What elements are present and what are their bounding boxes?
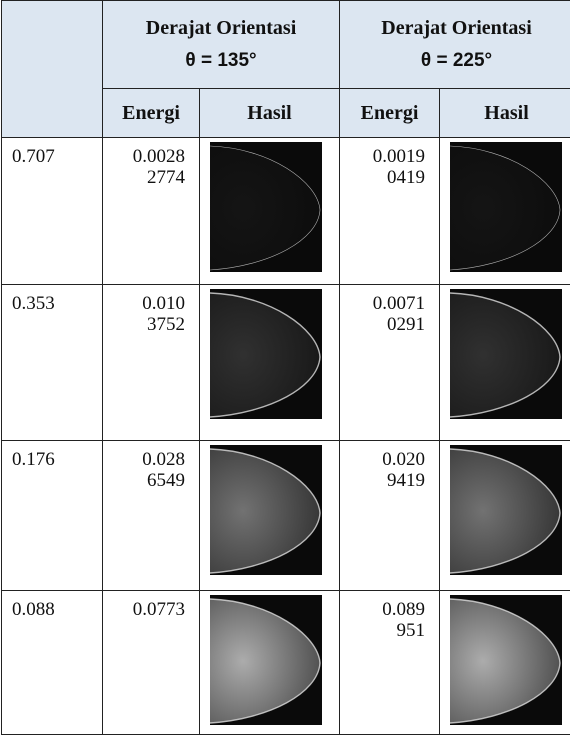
energy-line: 3752 (111, 314, 185, 335)
sub-header: Energi (103, 89, 200, 138)
sub-header: Hasil (440, 89, 570, 138)
energy-line: 951 (348, 620, 425, 641)
scale-cell: 0.353 (2, 285, 103, 441)
scale-cell: 0.707 (2, 138, 103, 285)
result-image (450, 445, 562, 575)
group-title: Derajat Orientasi (146, 17, 297, 39)
page: {"header": {"group_1_title": "Derajat Or… (0, 0, 570, 734)
image-cell (200, 138, 340, 285)
corner-cell (2, 1, 103, 138)
energy-line: 0.0019 (348, 146, 425, 167)
result-table: Derajat Orientasi θ = 135° Derajat Orient… (1, 0, 570, 735)
result-image (210, 289, 322, 419)
energy-line: 0.0071 (348, 293, 425, 314)
scale-cell: 0.176 (2, 441, 103, 591)
result-image (210, 595, 322, 725)
energy-line: 0.020 (348, 449, 425, 470)
group-angle: θ = 225° (340, 50, 570, 72)
sub-header: Hasil (200, 89, 340, 138)
energy-line: 0.010 (111, 293, 185, 314)
image-cell (440, 285, 570, 441)
energy-cell: 0.0773 (103, 591, 200, 735)
result-image (210, 142, 322, 272)
energy-line: 0.028 (111, 449, 185, 470)
result-image (450, 595, 562, 725)
energy-line: 0291 (348, 314, 425, 335)
energy-line: 2774 (111, 167, 185, 188)
sub-header: Energi (340, 89, 440, 138)
image-cell (440, 138, 570, 285)
energy-line: 0.0773 (111, 599, 185, 620)
image-cell (440, 591, 570, 735)
energy-line: 0.089 (348, 599, 425, 620)
result-image (450, 289, 562, 419)
group-header: Derajat Orientasi θ = 135° (103, 1, 340, 89)
energy-line: 0.0028 (111, 146, 185, 167)
image-cell (440, 441, 570, 591)
group-title: Derajat Orientasi (381, 17, 532, 39)
result-image (210, 445, 322, 575)
scale-cell: 0.088 (2, 591, 103, 735)
energy-line: 6549 (111, 470, 185, 491)
energy-line: 9419 (348, 470, 425, 491)
image-cell (200, 285, 340, 441)
energy-line: 0419 (348, 167, 425, 188)
group-angle: θ = 135° (103, 50, 339, 72)
image-cell (200, 441, 340, 591)
result-image (450, 142, 562, 272)
image-cell (200, 591, 340, 735)
group-header: Derajat Orientasi θ = 225° (340, 1, 570, 89)
